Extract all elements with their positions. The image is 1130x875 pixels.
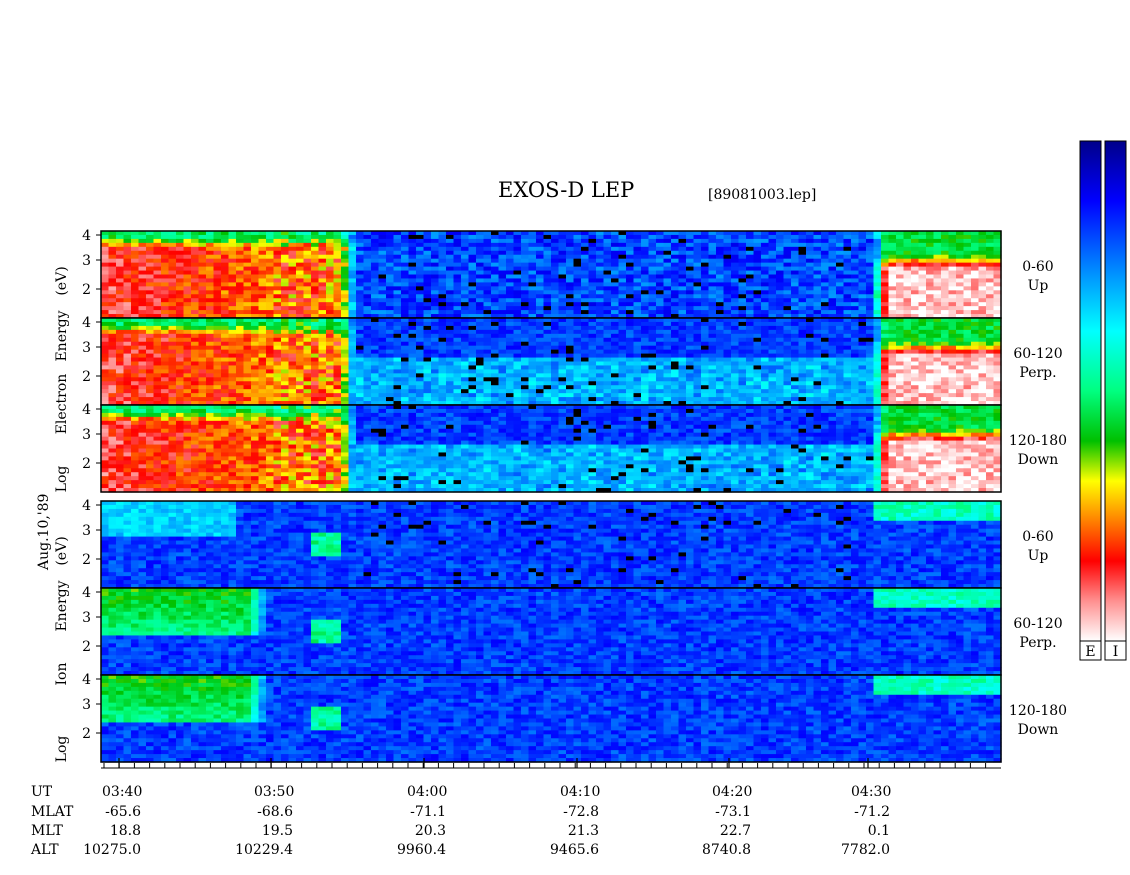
y-tick-label: 3 bbox=[82, 427, 91, 443]
y-tick-label: 3 bbox=[82, 523, 91, 539]
spectrogram-panel-electron-0: 4 3 2 bbox=[82, 228, 1002, 319]
y-tick-label: 2 bbox=[82, 726, 91, 742]
angle-range-label: 120-180 bbox=[1009, 703, 1067, 719]
time-axis-value: 0.1 bbox=[868, 823, 890, 839]
panel-frame bbox=[100, 674, 1002, 763]
y-tick-label: 3 bbox=[82, 697, 91, 713]
spectrogram-panel-electron-1: 4 3 2 bbox=[82, 315, 1002, 406]
ion-panel-group: 4 3 2 0-60 Up 4 3 2 60-120 Perp. 4 3 2 120-180 Down Log… bbox=[54, 498, 1067, 763]
time-axis-value: 8740.8 bbox=[702, 842, 751, 858]
time-axis-value: 9960.4 bbox=[397, 842, 446, 858]
electron-panel-group: 4 3 2 0-60 Up 4 3 2 60-120 Perp. 4 3 2 120-180 Down Log… bbox=[54, 228, 1067, 493]
colorbar-ion: I bbox=[1104, 140, 1127, 661]
direction-label: Down bbox=[1018, 722, 1059, 738]
time-row-label: MLAT bbox=[31, 804, 74, 820]
spectrogram-panel-ion-2: 4 3 2 bbox=[82, 672, 1002, 763]
y-tick-label: 4 bbox=[82, 498, 91, 514]
y-axis-label-word: Energy bbox=[54, 310, 70, 361]
y-tick-label: 2 bbox=[82, 369, 91, 385]
time-axis-value: 19.5 bbox=[262, 823, 293, 839]
spectrogram-panel-ion-0: 4 3 2 bbox=[82, 498, 1002, 589]
time-axis-value: 7782.0 bbox=[841, 842, 890, 858]
panel-frame bbox=[100, 404, 1002, 493]
time-axis-value: -68.6 bbox=[257, 804, 293, 820]
y-axis-label-word: Ion bbox=[54, 663, 70, 686]
time-row-label: MLT bbox=[31, 823, 63, 839]
y-tick-label: 2 bbox=[82, 456, 91, 472]
colorbar-electron: E bbox=[1079, 140, 1102, 661]
chart-title: EXOS-D LEP bbox=[498, 178, 634, 202]
time-axis-value: 03:50 bbox=[254, 784, 294, 800]
direction-label: Up bbox=[1028, 548, 1049, 564]
time-axis-value: -72.8 bbox=[563, 804, 599, 820]
direction-label: Perp. bbox=[1019, 365, 1056, 381]
time-axis-value: 03:40 bbox=[102, 784, 142, 800]
y-tick-label: 4 bbox=[82, 402, 91, 418]
time-axis-value: 04:30 bbox=[851, 784, 891, 800]
direction-label: Perp. bbox=[1019, 635, 1056, 651]
time-axis-value: -71.1 bbox=[410, 804, 446, 820]
y-tick-label: 4 bbox=[82, 672, 91, 688]
spectrogram-panel-ion-1: 4 3 2 bbox=[82, 585, 1002, 676]
time-axis-value: 18.8 bbox=[110, 823, 141, 839]
y-axis-label-word: Energy bbox=[54, 580, 70, 631]
y-tick-label: 2 bbox=[82, 282, 91, 298]
time-axis: UT 03:40 03:50 04:00 04:10 04:20 04:30 MLAT -65.… bbox=[30, 758, 1001, 858]
direction-label: Up bbox=[1028, 278, 1049, 294]
angle-range-label: 120-180 bbox=[1009, 433, 1067, 449]
time-axis-value: 22.7 bbox=[720, 823, 751, 839]
angle-range-label: 60-120 bbox=[1013, 616, 1062, 632]
time-axis-value: 10275.0 bbox=[83, 842, 141, 858]
time-axis-value: 10229.4 bbox=[235, 842, 293, 858]
time-axis-value: 21.3 bbox=[568, 823, 599, 839]
time-axis-value: 9465.6 bbox=[550, 842, 599, 858]
y-tick-label: 4 bbox=[82, 585, 91, 601]
y-tick-label: 2 bbox=[82, 639, 91, 655]
angle-range-label: 0-60 bbox=[1022, 259, 1053, 275]
time-axis-value: 04:20 bbox=[712, 784, 752, 800]
angle-range-label: 60-120 bbox=[1013, 346, 1062, 362]
date-label: Aug.10,'89 bbox=[36, 494, 52, 571]
y-tick-label: 3 bbox=[82, 340, 91, 356]
time-axis-value: 20.3 bbox=[415, 823, 446, 839]
angle-range-label: 0-60 bbox=[1022, 529, 1053, 545]
y-axis-label-word: Log bbox=[54, 466, 70, 493]
time-row-label: ALT bbox=[30, 842, 59, 858]
spectrogram-panel-electron-2: 4 3 2 bbox=[82, 402, 1002, 493]
y-axis-label-word: (eV) bbox=[54, 536, 70, 565]
colorbar-label-e: E bbox=[1085, 644, 1095, 660]
y-tick-label: 4 bbox=[82, 228, 91, 244]
colorbar-label-i: I bbox=[1113, 644, 1119, 660]
time-axis-value: 04:10 bbox=[560, 784, 600, 800]
y-axis-label-word: Electron bbox=[54, 374, 70, 435]
y-tick-label: 2 bbox=[82, 552, 91, 568]
y-axis-label-word: Log bbox=[54, 736, 70, 763]
time-axis-value: 04:00 bbox=[407, 784, 447, 800]
time-axis-value: -73.1 bbox=[715, 804, 751, 820]
y-tick-label: 4 bbox=[82, 315, 91, 331]
file-tag: [89081003.lep] bbox=[708, 187, 816, 203]
direction-label: Down bbox=[1018, 452, 1059, 468]
y-axis-label-word: (eV) bbox=[54, 266, 70, 295]
time-row-label: UT bbox=[31, 784, 53, 800]
y-tick-label: 3 bbox=[82, 610, 91, 626]
y-tick-label: 3 bbox=[82, 253, 91, 269]
time-axis-value: -71.2 bbox=[854, 804, 890, 820]
time-axis-value: -65.6 bbox=[105, 804, 141, 820]
